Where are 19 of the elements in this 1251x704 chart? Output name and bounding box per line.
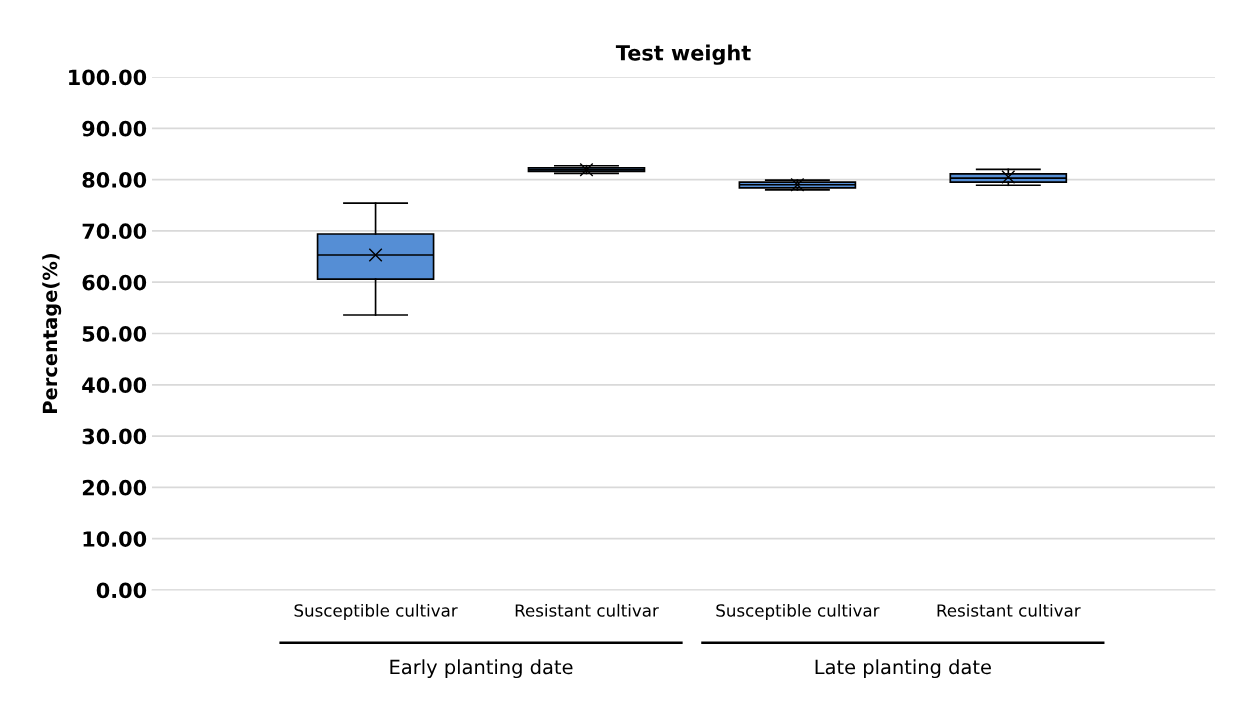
y-tick-label: 10.00 bbox=[83, 531, 147, 547]
y-tick-label: 90.00 bbox=[82, 120, 147, 137]
y-tick-label: 70.00 bbox=[82, 223, 147, 240]
y-axis-title: Percentage(%) bbox=[42, 253, 62, 413]
x-tick-label: Susceptible cultivar bbox=[716, 603, 880, 621]
text: Late planting date bbox=[815, 659, 991, 679]
x-tick-label: Resistant cultivar bbox=[515, 603, 659, 617]
y-tick-label: 60.00 bbox=[82, 274, 147, 291]
y-tick-label: 0.00 bbox=[96, 582, 147, 599]
text: Early planting date bbox=[390, 659, 573, 679]
y-tick-label: 50.00 bbox=[82, 325, 147, 342]
chart-title: Test weight bbox=[615, 44, 751, 65]
y-tick-label: 80.00 bbox=[82, 172, 147, 188]
x-tick-label: Resistant cultivar bbox=[937, 603, 1081, 617]
y-tick-label: 100.00 bbox=[69, 69, 147, 86]
y-tick-label: 40.00 bbox=[82, 377, 147, 394]
x-tick-label: Susceptible cultivar bbox=[294, 603, 458, 621]
y-tick-label: 30.00 bbox=[82, 428, 147, 445]
y-tick-label: 20.00 bbox=[82, 479, 147, 496]
